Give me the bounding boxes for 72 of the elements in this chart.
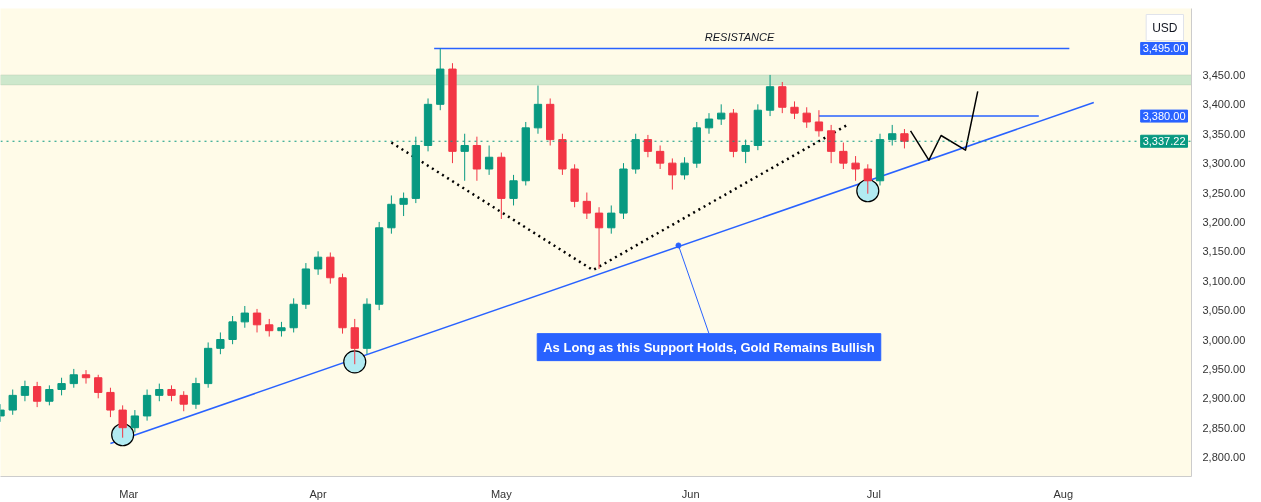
candlestick xyxy=(240,305,249,329)
y-tick-label: 2,800.00 xyxy=(1202,451,1246,464)
candlestick xyxy=(717,103,726,126)
candlestick xyxy=(839,142,848,170)
candlestick xyxy=(582,192,591,220)
annotation: 3,495.00 xyxy=(1142,42,1186,55)
candlestick xyxy=(484,144,494,176)
x-tick-label: May xyxy=(490,487,513,500)
annotation: 3,380.00 xyxy=(1142,110,1186,123)
x-tick-label: Jun xyxy=(681,487,700,500)
annotation: RESISTANCE xyxy=(704,31,775,44)
candlestick xyxy=(802,106,811,129)
y-tick-label: 3,150.00 xyxy=(1202,245,1246,258)
candlestick xyxy=(704,112,714,135)
x-tick-label: Mar xyxy=(119,487,139,500)
candlestick xyxy=(765,74,775,117)
candlestick xyxy=(778,81,787,114)
y-tick-label: 2,850.00 xyxy=(1202,421,1246,434)
candlestick xyxy=(851,155,860,182)
y-tick-label: 3,250.00 xyxy=(1202,186,1246,199)
y-tick-label: 3,000.00 xyxy=(1202,333,1246,346)
candlestick xyxy=(680,156,689,181)
line-series xyxy=(909,90,979,161)
candlestick xyxy=(32,381,42,408)
candlestick xyxy=(643,134,653,158)
candlestick xyxy=(863,163,872,195)
candlestick xyxy=(45,384,54,406)
y-tick-label: 2,950.00 xyxy=(1202,362,1246,375)
y-tick-label: 3,450.00 xyxy=(1202,68,1246,81)
candlestick xyxy=(94,374,103,399)
candlestick xyxy=(106,387,115,418)
candlestick xyxy=(130,409,140,433)
y-tick-label: 3,100.00 xyxy=(1202,274,1246,287)
candlestick xyxy=(228,315,237,345)
candlestick xyxy=(900,128,909,149)
candlestick xyxy=(142,388,152,422)
candlestick xyxy=(472,136,482,182)
candlestick xyxy=(326,251,335,285)
candlestick xyxy=(289,297,298,333)
ref-line-label: 3,337.22 xyxy=(1142,135,1186,148)
candlestick xyxy=(533,85,543,135)
candlestick xyxy=(655,144,665,170)
candlestick xyxy=(69,368,78,389)
candlestick xyxy=(509,174,518,206)
x-tick-label: Aug xyxy=(1053,487,1074,500)
candlestick xyxy=(313,250,323,276)
candlestick xyxy=(350,318,359,365)
y-tick-label: 3,400.00 xyxy=(1202,98,1246,111)
candlestick xyxy=(179,390,188,412)
candlestick xyxy=(191,377,201,410)
candlestick xyxy=(118,404,127,439)
y-tick-label: 3,200.00 xyxy=(1202,215,1246,228)
y-tick-label: 3,300.00 xyxy=(1202,157,1246,170)
candlestick xyxy=(399,192,408,217)
y-tick-label: 3,350.00 xyxy=(1202,127,1246,140)
candlestick xyxy=(8,388,17,416)
candlestick xyxy=(594,206,604,270)
candlestick xyxy=(826,124,836,164)
x-tick-label: Apr xyxy=(309,487,327,500)
y-tick-label: 3,050.00 xyxy=(1202,304,1246,317)
candlestick xyxy=(216,331,225,355)
candlestick xyxy=(814,109,824,138)
candlestick xyxy=(81,369,91,385)
x-tick-label: Jul xyxy=(866,487,881,500)
candlestick xyxy=(252,308,262,333)
candlestick xyxy=(668,157,677,191)
candlestick xyxy=(607,204,616,235)
annotation: USD xyxy=(1152,20,1178,35)
annotation: As Long as this Support Holds, Gold Remains Bullish xyxy=(543,339,875,355)
candlestick xyxy=(20,380,30,402)
candlestick xyxy=(387,194,396,235)
y-tick-label: 2,900.00 xyxy=(1202,392,1246,405)
